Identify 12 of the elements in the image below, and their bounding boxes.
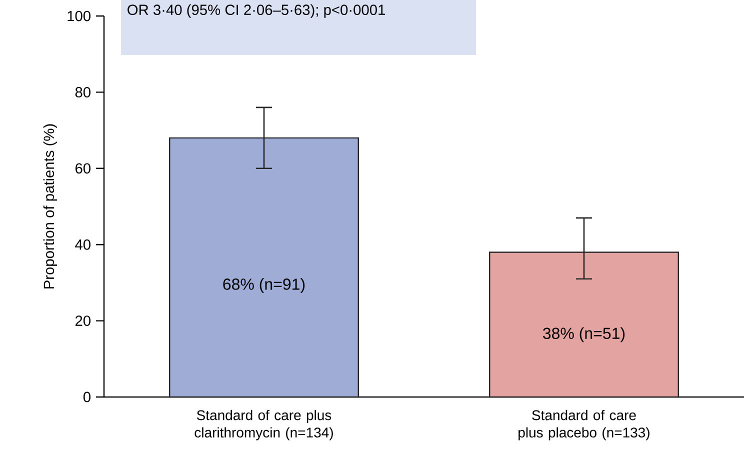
y-axis-title: Proportion of patients (%) [43,124,57,288]
x-tick-label: Standard of care plus clarithromycin (n=134) [194,410,333,440]
y-tick-label: 0 [83,392,90,402]
x-tick-label: Standard of care plus placebo (n=133) [518,410,650,440]
annotation: OR 3·40 (95% CI 2·06–5·63); p<0·0001 [128,4,385,18]
y-tick-label: 100 [68,10,90,22]
y-tick-label: 80 [75,87,90,98]
y-tick-label: 40 [75,239,90,250]
y-tick-label: 60 [76,163,90,174]
data-label: 68% (n=91) [223,278,305,294]
y-tick-label: 20 [75,316,90,326]
data-label: 38% (n=51) [543,327,625,342]
